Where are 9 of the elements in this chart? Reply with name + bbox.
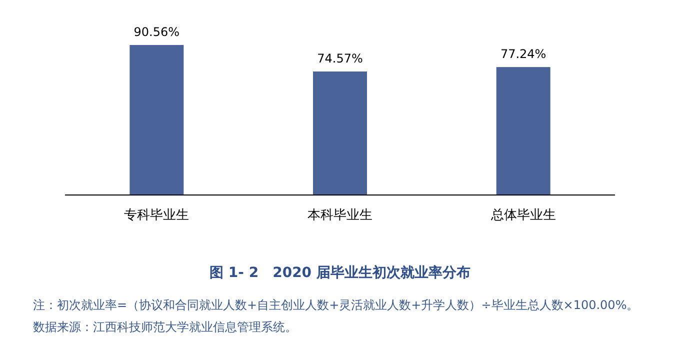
x-tick-label: 专科毕业生 [124, 208, 190, 223]
data-label: 77.24% [500, 47, 546, 62]
text: 图 1- 2 2020 届毕业生初次就业率分布 [210, 264, 470, 281]
x-tick-label: 本科毕业生 [308, 208, 372, 223]
data-label: 90.56% [134, 25, 180, 39]
text: 注：初次就业率=（协议和合同就业人数+自主创业人数+灵活就业人数+升学人数）÷毕业生总人数×100.00%。 [33, 298, 639, 312]
data-label: 74.57% [317, 51, 363, 66]
source-note: 数据来源：江西科技师范大学就业信息管理系统。 [33, 320, 297, 334]
x-tick-label: 总体毕业生 [490, 208, 556, 223]
